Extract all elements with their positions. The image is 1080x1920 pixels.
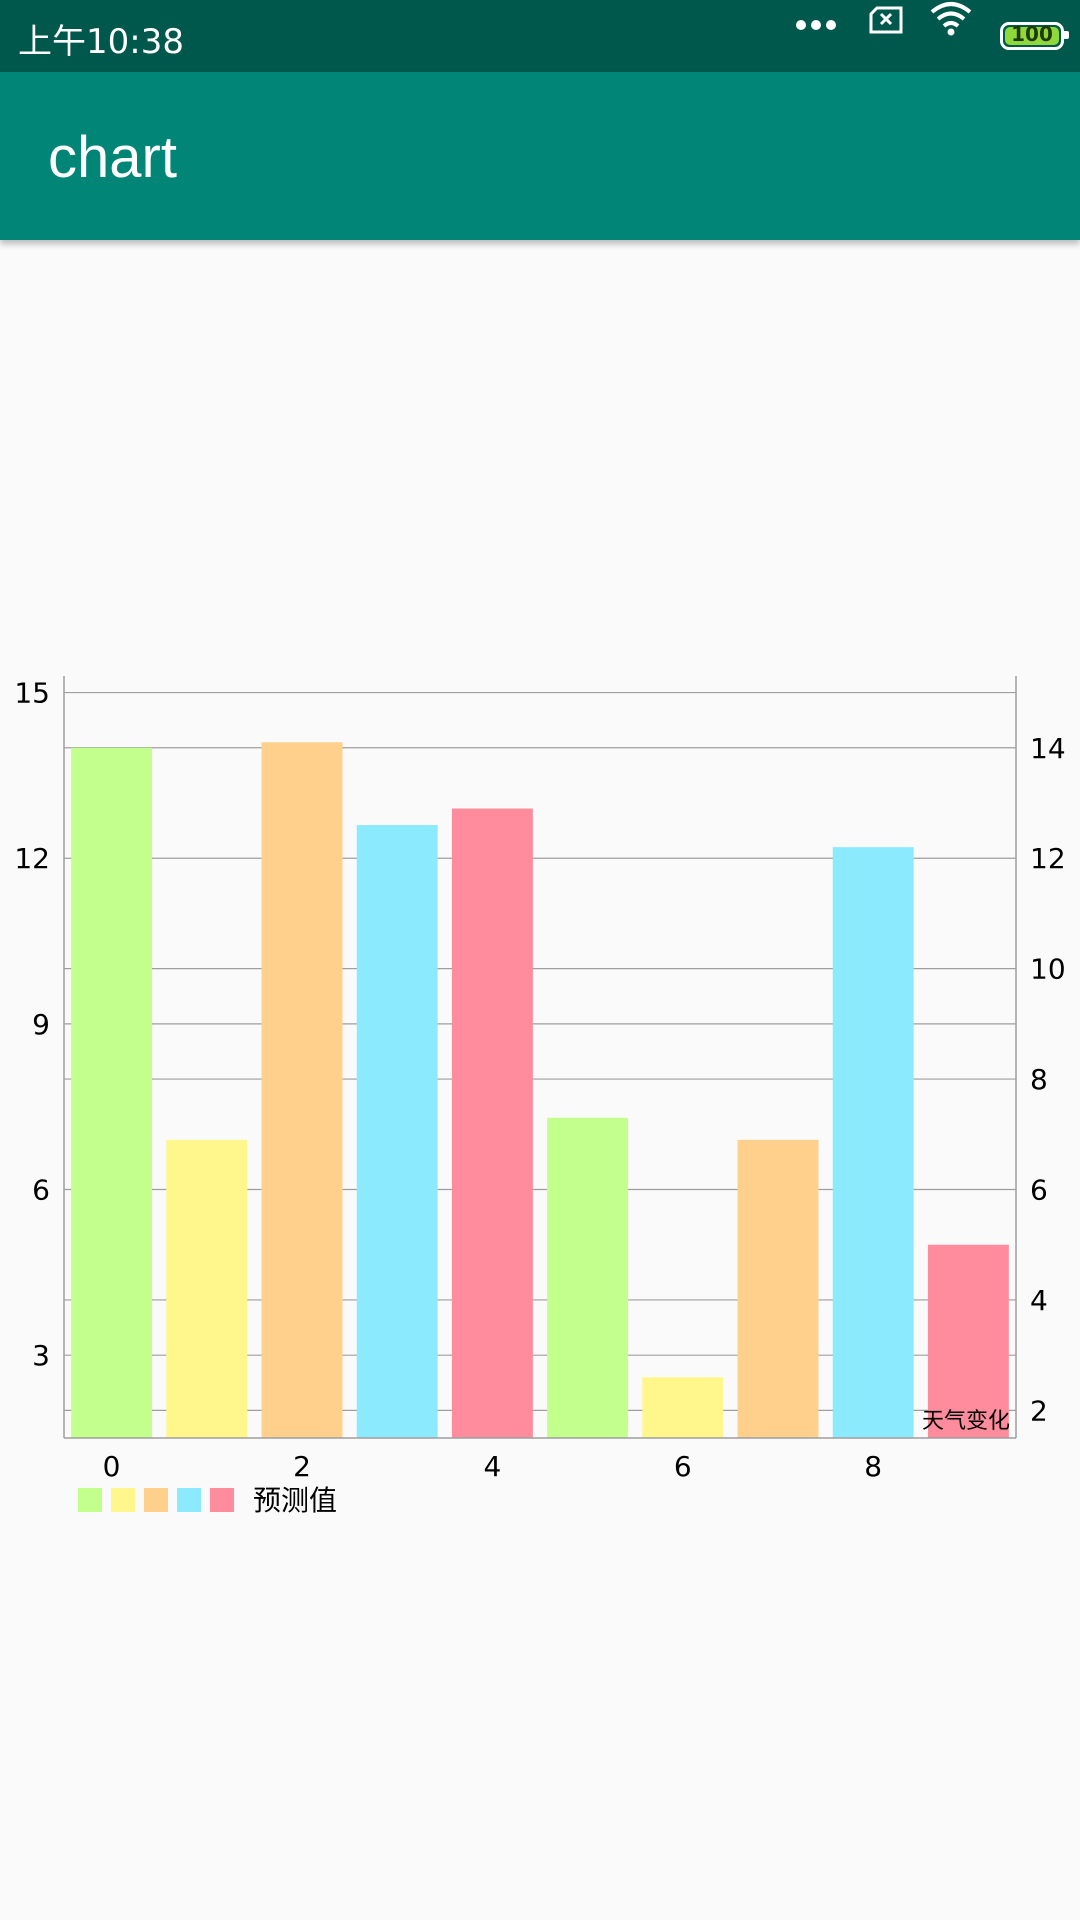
y-tick-label-left: 15 (14, 677, 50, 710)
y-tick-label-right: 8 (1030, 1063, 1048, 1096)
bar-chart-container: 3 6 9 12 15 2 4 6 8 10 12 14 0 2 4 6 8 天气变化预测值 (0, 660, 1080, 1540)
bar (547, 1117, 629, 1438)
y-tick-label-left: 3 (32, 1339, 50, 1372)
bar (71, 747, 153, 1438)
status-time: 上午10:38 (18, 22, 184, 62)
legend-label: 预测值 (253, 1484, 337, 1517)
legend-swatch (111, 1488, 135, 1512)
y-tick-label-right: 14 (1030, 732, 1066, 765)
battery-level: 100 (1011, 22, 1053, 46)
bar (261, 742, 343, 1438)
status-bar: 上午10:38 100 (0, 0, 1080, 72)
x-tick-label: 8 (864, 1450, 882, 1483)
battery-icon: 100 (1000, 22, 1069, 50)
wifi-icon (930, 2, 972, 36)
y-tick-label-left: 6 (32, 1174, 50, 1207)
bar (356, 825, 438, 1438)
y-tick-label-right: 2 (1030, 1394, 1048, 1427)
bar (451, 808, 533, 1438)
legend-swatch (210, 1488, 234, 1512)
bar (166, 1139, 248, 1438)
x-tick-label: 0 (103, 1450, 121, 1483)
chart-description: 天气变化 (922, 1409, 1010, 1434)
app-bar: chart (0, 72, 1080, 240)
x-tick-label: 6 (674, 1450, 692, 1483)
legend-swatch (78, 1488, 102, 1512)
y-tick-label-right: 12 (1030, 842, 1066, 875)
bar (832, 847, 914, 1438)
y-tick-label-right: 10 (1030, 953, 1066, 986)
bar (642, 1377, 724, 1438)
x-tick-label: 4 (483, 1450, 501, 1483)
y-tick-label-left: 12 (14, 842, 50, 875)
bar (927, 1244, 1009, 1438)
legend-swatch (144, 1488, 168, 1512)
sim-error-icon (869, 6, 903, 34)
y-tick-label-right: 6 (1030, 1174, 1048, 1207)
y-tick-label-right: 4 (1030, 1284, 1048, 1317)
bar (737, 1139, 819, 1438)
x-tick-label: 2 (293, 1450, 311, 1483)
more-dots-icon (796, 20, 836, 32)
y-tick-label-left: 9 (32, 1008, 50, 1041)
legend-swatch (177, 1488, 201, 1512)
app-title: chart (48, 125, 177, 190)
